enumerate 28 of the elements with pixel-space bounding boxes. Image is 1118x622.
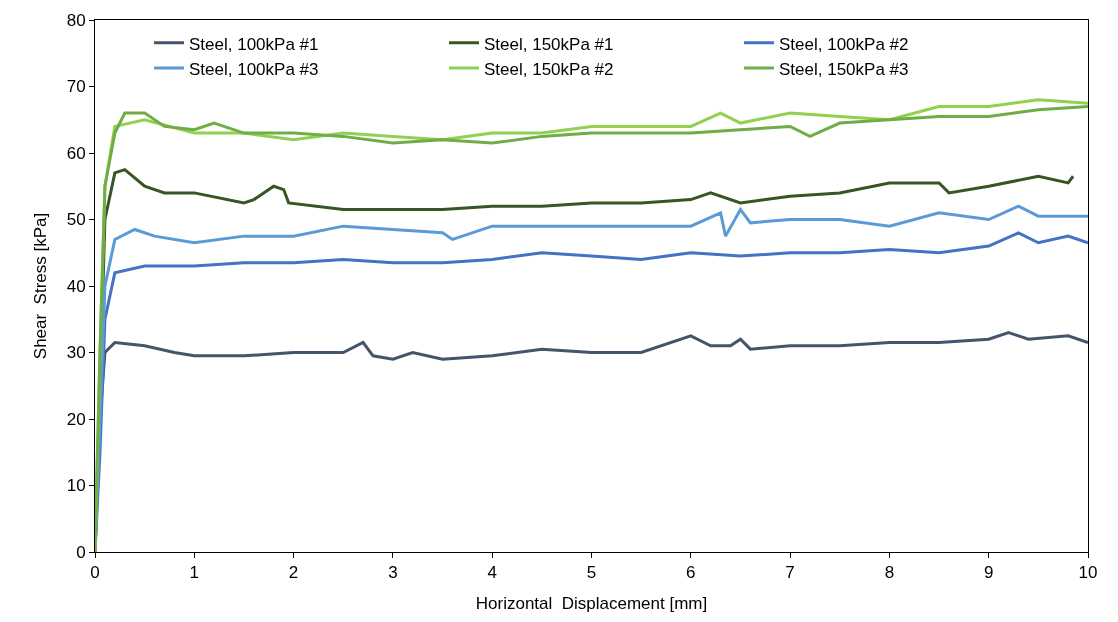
legend-label: Steel, 100kPa #1 <box>189 34 319 54</box>
x-tick-label: 3 <box>388 563 398 583</box>
x-tick-label: 0 <box>90 563 100 583</box>
y-tick-label: 70 <box>66 77 86 97</box>
y-tick-label: 20 <box>66 409 86 429</box>
x-tick-label: 1 <box>189 563 200 583</box>
y-tick-label: 30 <box>66 343 86 363</box>
y-tick-label: 80 <box>66 10 86 30</box>
y-tick-label: 10 <box>66 476 86 496</box>
legend-label: Steel, 100kPa #3 <box>189 59 319 79</box>
x-tick-label: 9 <box>983 563 994 583</box>
y-tick-label: 60 <box>66 143 86 163</box>
x-axis-title: Horizontal Displacement [mm] <box>475 593 708 613</box>
y-tick-label: 40 <box>66 276 86 296</box>
legend-label: Steel, 150kPa #2 <box>484 59 614 79</box>
y-tick-label: 0 <box>76 542 86 562</box>
x-tick-label: 6 <box>686 563 696 583</box>
legend-label: Steel, 150kPa #3 <box>779 59 909 79</box>
x-tick-label: 5 <box>586 563 597 583</box>
x-tick-label: 4 <box>487 563 497 583</box>
legend-label: Steel, 100kPa #2 <box>779 34 909 54</box>
legend-label: Steel, 150kPa #1 <box>484 34 614 54</box>
x-tick-label: 7 <box>785 563 795 583</box>
x-tick-label: 8 <box>884 563 895 583</box>
y-tick-label: 50 <box>66 210 86 230</box>
x-tick-label: 10 <box>1078 563 1098 583</box>
x-tick-label: 2 <box>288 563 299 583</box>
y-axis-title: Shear Stress [kPa] <box>31 212 51 360</box>
